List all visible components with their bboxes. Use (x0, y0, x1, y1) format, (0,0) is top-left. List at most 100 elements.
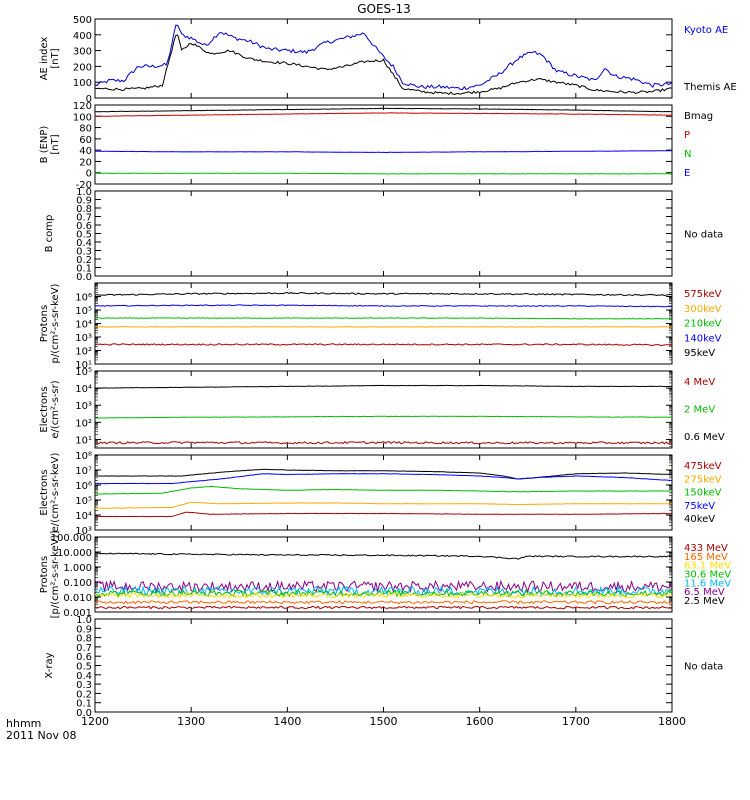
y-tick-label: 1.0 (76, 187, 92, 198)
series-line (95, 343, 672, 347)
legend-entry: 11.6 MeV (684, 578, 731, 589)
series-line (95, 317, 672, 320)
series-line (95, 415, 672, 419)
x-tick-label: 1300 (177, 715, 205, 728)
y-tick-label: 60 (79, 135, 92, 146)
legend-entry: 95keV (684, 348, 715, 359)
y-tick-label: 0.1 (76, 699, 92, 710)
y-tick-label: 0.6 (76, 221, 92, 232)
legend-entry: No data (684, 662, 723, 673)
y-axis-label: [p/(cm²-s-sr-keV)] (50, 531, 61, 619)
y-tick-label: 0.4 (76, 671, 92, 682)
y-tick-label: 0.001 (63, 608, 92, 619)
legend-entry: 2 MeV (684, 405, 715, 416)
series-line (95, 579, 672, 594)
y-tick-label: 0.2 (76, 255, 92, 266)
x-tick-label: 1500 (370, 715, 398, 728)
y-axis-label: Protons (39, 305, 50, 342)
legend-entry: 140keV (684, 333, 722, 344)
x-tick-label: 1200 (81, 715, 109, 728)
legend-entry: 275keV (684, 474, 722, 485)
y-tick-label: 10⁴ (75, 384, 92, 395)
legend-entry: 475keV (684, 461, 722, 472)
y-tick-label: 10³ (75, 333, 92, 344)
legend-entry: 165 MeV (684, 552, 728, 563)
x-tick-label: 1600 (466, 715, 494, 728)
y-tick-label: 0.7 (76, 213, 92, 224)
legend-entry: Bmag (684, 111, 713, 122)
series-line (95, 441, 672, 445)
panel-3: 0.00.10.20.30.40.50.60.70.80.91.0 B comp N… (44, 187, 723, 283)
legend-entry: N (684, 149, 691, 160)
legend-entry: 6.5 MeV (684, 587, 725, 598)
y-axis-label: e/(cm²-s-sr) (50, 380, 61, 438)
date-label: 2011 Nov 08 (6, 729, 76, 742)
series-line (95, 473, 672, 485)
panel-7: 0.001 0.010 0.100 1.000 10.000 100.000 Protons… (39, 531, 731, 619)
plot-title: GOES-13 (357, 2, 411, 16)
series-line (95, 552, 672, 560)
y-tick-label: 10⁶ (75, 481, 92, 492)
y-tick-label: 0 (86, 94, 92, 105)
series-line (95, 384, 672, 389)
y-tick-label: 1.000 (63, 563, 92, 574)
y-tick-label: 100 (73, 112, 92, 123)
y-tick-label: 0.2 (76, 689, 92, 700)
legend-entry: P (684, 130, 690, 141)
panel-frame (94, 370, 673, 449)
legend-entry: 210keV (684, 319, 722, 330)
y-tick-label: 0.8 (76, 204, 92, 215)
y-tick-label: 120 (73, 101, 92, 112)
y-tick-label: 10³ (75, 401, 92, 412)
y-tick-label: 0.7 (76, 643, 92, 654)
y-axis-label: Protons (39, 556, 50, 593)
series-line (95, 112, 672, 117)
y-tick-label: 0.5 (76, 230, 92, 241)
panel-frame (94, 104, 673, 185)
y-tick-label: 100.000 (51, 533, 92, 544)
y-tick-label: 0.010 (63, 593, 92, 604)
y-tick-label: 0 (86, 169, 92, 180)
y-axis-label: e/(cm²-s-sr-keV) (50, 453, 61, 533)
y-tick-label: 10⁴ (75, 511, 92, 522)
y-tick-label: 10⁴ (75, 320, 92, 331)
y-tick-label: 0.4 (76, 238, 92, 249)
y-axis-label: [nT] (50, 48, 61, 68)
y-tick-label: 10.000 (57, 548, 92, 559)
y-tick-label: 100 (73, 78, 92, 89)
y-tick-label: 0.8 (76, 634, 92, 645)
legend-entry: 40keV (684, 514, 715, 525)
series-line (95, 172, 672, 175)
x-tick-label: 1400 (273, 715, 301, 728)
y-tick-label: 200 (73, 62, 92, 73)
y-tick-label: 10³ (75, 526, 92, 537)
panel-frame (94, 282, 673, 365)
y-tick-label: 0.9 (76, 624, 92, 635)
y-axis-label: p/(cm²-s-sr-keV) (50, 283, 61, 363)
legend-entry: Themis AE (683, 82, 737, 93)
series-line (95, 468, 672, 480)
x-tick-label: 1800 (658, 715, 686, 728)
series-line (95, 150, 672, 154)
legend-entry: 30.6 MeV (684, 570, 731, 581)
y-tick-label: 10¹ (75, 360, 92, 371)
y-tick-label: 10⁵ (75, 306, 92, 317)
panel-1: 0 100 200 300 400 500 AE index [nT] Kyoto AE Them… (39, 15, 737, 105)
legend-entry: E (684, 168, 690, 179)
x-tick-label: 1700 (562, 715, 590, 728)
y-axis-label: X-ray (44, 652, 55, 678)
y-tick-label: 500 (73, 15, 92, 26)
series-line (95, 304, 672, 308)
y-tick-label: 10² (75, 347, 92, 358)
series-line (95, 107, 672, 113)
panel-6: 10³ 10⁴ 10⁵ 10⁶ 10⁷ 10⁸ Electrons e/(cm²-s-sr-k… (39, 451, 722, 537)
y-tick-label: 80 (79, 124, 92, 135)
y-tick-label: 1.0 (76, 615, 92, 626)
y-axis-label: B (ENP) (39, 126, 50, 164)
legend-entry: 4 MeV (684, 377, 715, 388)
legend-entry: 150keV (684, 488, 722, 499)
y-tick-label: -20 (76, 180, 92, 191)
time-label: hhmm (6, 717, 41, 730)
